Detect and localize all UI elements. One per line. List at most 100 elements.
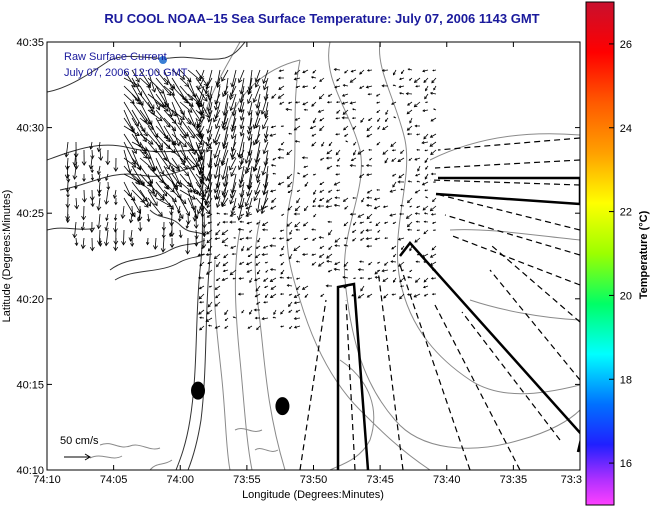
current-vector [244, 157, 253, 175]
current-vector [293, 325, 301, 329]
current-vector [303, 205, 309, 212]
current-vector [205, 77, 213, 90]
current-vector [318, 236, 325, 239]
current-vector [264, 205, 269, 208]
current-vector [336, 109, 341, 114]
current-vector [409, 77, 413, 81]
current-vector [199, 325, 205, 331]
current-vector [207, 221, 213, 224]
current-vector [366, 213, 373, 220]
current-vector [343, 261, 349, 268]
current-vector [264, 285, 269, 289]
current-vector [245, 205, 253, 210]
current-vector [381, 84, 389, 88]
current-vector [377, 261, 381, 264]
current-vector [359, 173, 365, 178]
current-vector [335, 101, 341, 104]
current-vector [319, 157, 325, 161]
current-vector [147, 173, 158, 198]
current-vector [414, 189, 421, 194]
current-vector [334, 85, 341, 89]
current-vector [237, 205, 245, 209]
current-vector [366, 189, 373, 194]
current-vector [197, 117, 205, 129]
current-vector [104, 189, 109, 205]
current-vector [204, 173, 213, 194]
current-vector [213, 157, 221, 180]
current-vector [406, 221, 413, 228]
current-vector [349, 101, 357, 105]
current-vector [256, 173, 261, 184]
current-vector [384, 237, 389, 240]
current-vector [359, 276, 365, 280]
current-vector [96, 181, 102, 194]
current-vector [255, 117, 261, 129]
current-vector [179, 117, 195, 139]
current-vector [373, 197, 381, 201]
current-vector [229, 220, 237, 224]
current-vector [409, 269, 413, 273]
current-vector [239, 237, 245, 241]
current-vector [90, 173, 94, 181]
current-vector [393, 277, 397, 283]
current-vector [249, 277, 253, 284]
current-vector [261, 197, 269, 211]
current-vector [431, 293, 437, 296]
current-vector [254, 316, 261, 320]
current-vector [432, 197, 437, 203]
current-vector [278, 69, 285, 73]
current-vector [423, 277, 429, 283]
current-vector [206, 269, 213, 275]
current-vector [303, 108, 309, 111]
current-vector [230, 85, 237, 98]
current-vector [344, 69, 349, 74]
current-vector [187, 125, 203, 146]
current-vector [179, 101, 193, 113]
current-vector [433, 108, 437, 111]
current-vector [169, 229, 173, 238]
current-vector [293, 317, 301, 321]
current-vector [215, 229, 221, 236]
current-vector [139, 197, 149, 208]
current-vector [123, 173, 140, 183]
current-vector [391, 293, 397, 296]
current-vector [246, 245, 253, 251]
current-vector [281, 245, 285, 251]
current-vector [413, 101, 421, 108]
current-vector [368, 261, 373, 266]
current-vector [179, 125, 189, 137]
current-vector [199, 69, 205, 80]
current-vector [301, 285, 309, 290]
current-vector [350, 69, 357, 73]
current-vector [357, 268, 365, 272]
current-vector [260, 189, 269, 215]
current-vector [147, 109, 163, 122]
current-vector [206, 141, 213, 153]
current-vector [223, 253, 229, 259]
current-vector [414, 124, 421, 128]
current-vector [90, 165, 94, 174]
current-vector [185, 237, 191, 255]
colorbar-tick-label: 26 [620, 39, 632, 51]
current-vector [393, 116, 397, 119]
current-vector [293, 301, 301, 305]
current-vector [423, 212, 429, 215]
y-tick-label: 40:15 [16, 379, 44, 391]
current-vector [171, 173, 182, 188]
y-tick-label: 40:35 [16, 37, 44, 49]
current-vector [328, 229, 333, 236]
current-vector [415, 85, 421, 88]
current-vector [296, 285, 301, 291]
current-vector [333, 67, 341, 72]
outlined-box [336, 282, 370, 470]
current-vector [326, 253, 333, 259]
current-vector [128, 213, 134, 224]
current-vector [392, 269, 397, 272]
current-vector [214, 325, 221, 329]
current-vector [296, 197, 301, 204]
current-vector [171, 69, 186, 80]
current-vector [213, 149, 221, 168]
current-vector [215, 277, 221, 281]
current-vector [131, 93, 141, 105]
current-vector [97, 173, 101, 183]
